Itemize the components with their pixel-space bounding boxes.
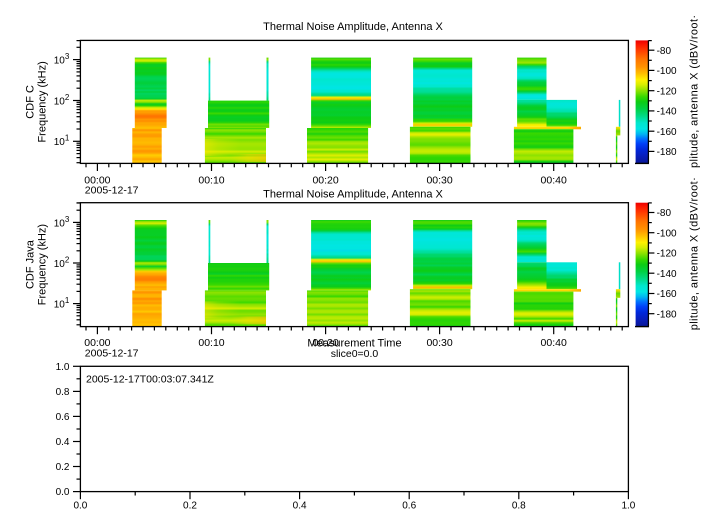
svg-text:00:20: 00:20 — [312, 337, 338, 349]
svg-text:102: 102 — [54, 256, 70, 271]
svg-text:CDF Java: CDF Java — [25, 239, 37, 289]
svg-text:2005-12-17: 2005-12-17 — [85, 347, 139, 359]
svg-text:2005-12-17T00:03:07.341Z: 2005-12-17T00:03:07.341Z — [86, 373, 214, 385]
svg-text:00:30: 00:30 — [426, 174, 452, 186]
svg-text:00:00: 00:00 — [84, 174, 110, 186]
svg-text:0.6: 0.6 — [402, 501, 416, 512]
svg-text:0.4: 0.4 — [293, 501, 307, 512]
svg-text:-140: -140 — [657, 269, 677, 280]
svg-text:101: 101 — [54, 134, 70, 149]
svg-text:1.0: 1.0 — [56, 362, 70, 373]
svg-text:CDF C: CDF C — [25, 85, 37, 119]
svg-text:00:00: 00:00 — [84, 337, 110, 349]
svg-text:-100: -100 — [657, 228, 677, 239]
svg-text:0.4: 0.4 — [56, 437, 70, 448]
svg-text:00:40: 00:40 — [541, 174, 567, 186]
svg-text:-180: -180 — [657, 147, 677, 158]
svg-text:Measurement Time: Measurement Time — [307, 338, 401, 350]
svg-text:1.0: 1.0 — [621, 501, 635, 512]
svg-text:Thermal Noise Amplitude, Anten: Thermal Noise Amplitude, Antenna X — [263, 21, 443, 33]
svg-text:-80: -80 — [657, 46, 672, 57]
svg-text:0.0: 0.0 — [73, 501, 87, 512]
svg-text:00:30: 00:30 — [426, 337, 452, 349]
svg-text:-140: -140 — [657, 107, 677, 118]
svg-text:0.2: 0.2 — [183, 501, 197, 512]
svg-text:00:40: 00:40 — [541, 337, 567, 349]
svg-text:-120: -120 — [657, 249, 677, 260]
svg-text:-80: -80 — [657, 208, 672, 219]
svg-text:0.0: 0.0 — [56, 487, 70, 498]
svg-text:00:20: 00:20 — [312, 174, 338, 186]
svg-text:plitude, antenna X (dBV/root·: plitude, antenna X (dBV/root· — [689, 177, 701, 330]
svg-text:Frequency (kHz): Frequency (kHz) — [37, 61, 49, 142]
svg-text:00:10: 00:10 — [198, 174, 224, 186]
svg-text:102: 102 — [54, 93, 70, 108]
svg-text:-100: -100 — [657, 66, 677, 77]
svg-text:00:10: 00:10 — [198, 337, 224, 349]
svg-text:103: 103 — [54, 215, 70, 230]
svg-text:0.2: 0.2 — [56, 462, 70, 473]
svg-text:-160: -160 — [657, 127, 677, 138]
svg-text:0.8: 0.8 — [512, 501, 526, 512]
svg-text:0.8: 0.8 — [56, 387, 70, 398]
svg-text:2005-12-17: 2005-12-17 — [85, 185, 139, 197]
svg-text:-180: -180 — [657, 309, 677, 320]
svg-text:0.6: 0.6 — [56, 412, 70, 423]
svg-text:plitude, antenna X (dBV/root·: plitude, antenna X (dBV/root· — [689, 15, 701, 168]
svg-text:103: 103 — [54, 52, 70, 67]
svg-text:Thermal Noise Amplitude, Anten: Thermal Noise Amplitude, Antenna X — [263, 189, 443, 201]
svg-text:-160: -160 — [657, 289, 677, 300]
svg-text:-120: -120 — [657, 86, 677, 97]
svg-text:slice0=0.0: slice0=0.0 — [331, 348, 379, 360]
svg-text:Frequency (kHz): Frequency (kHz) — [37, 224, 49, 305]
svg-text:101: 101 — [54, 296, 70, 311]
